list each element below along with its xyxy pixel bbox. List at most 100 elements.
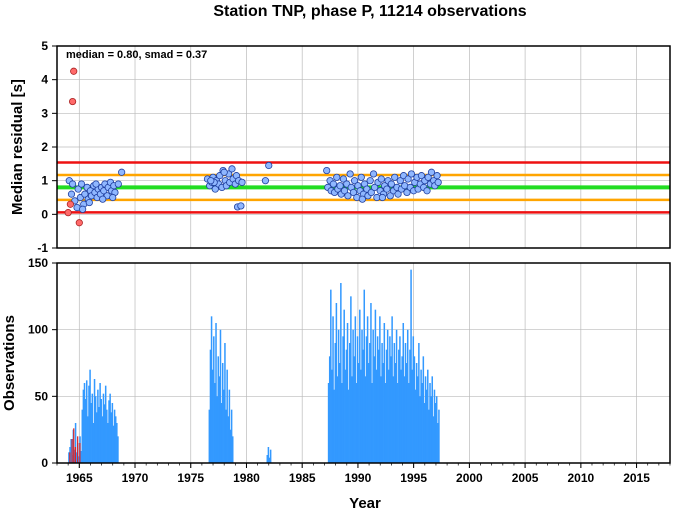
residual-frame — [56, 45, 671, 249]
observation-bar — [398, 349, 400, 463]
observation-bar — [431, 376, 434, 463]
observation-bar — [218, 376, 221, 463]
residual-point — [92, 180, 100, 188]
observation-bar — [215, 323, 217, 463]
observation-bar — [85, 380, 88, 463]
observation-bar — [393, 343, 396, 463]
x-tick-label: 1975 — [177, 471, 204, 485]
observation-bar — [88, 385, 90, 463]
residual-point — [74, 185, 82, 193]
observation-bar — [116, 423, 118, 463]
observation-bar — [422, 356, 425, 463]
outlier-point — [66, 200, 74, 208]
residual-point — [383, 185, 391, 193]
y-tick-label: 50 — [35, 389, 49, 403]
observation-bar — [211, 369, 214, 463]
observation-bar — [360, 369, 362, 463]
observation-bar — [338, 363, 341, 463]
observation-bar — [328, 356, 331, 463]
observations-y-label: Observations — [1, 315, 18, 411]
observation-bar — [350, 296, 352, 463]
residual-point — [261, 177, 270, 185]
observation-bar — [404, 343, 407, 463]
observation-bar — [266, 455, 269, 463]
y-tick-label: 3 — [41, 106, 48, 120]
observation-bar — [90, 403, 92, 463]
residual-point — [77, 180, 86, 188]
observation-bar — [89, 369, 91, 463]
residual-point — [386, 192, 394, 200]
residual-point — [346, 170, 354, 178]
residual-point — [396, 177, 404, 185]
observation-bar — [98, 407, 100, 463]
residual-point — [434, 178, 442, 186]
observation-bar — [409, 349, 411, 463]
observation-bar — [346, 323, 349, 463]
observation-bar — [399, 336, 401, 463]
observation-bar — [430, 396, 432, 463]
observation-bar — [331, 369, 333, 463]
observation-bar — [336, 376, 339, 463]
observation-bar — [434, 403, 437, 463]
observation-bar — [371, 383, 373, 463]
observation-bar — [405, 363, 408, 463]
residual-point — [114, 180, 122, 188]
x-tick-label: 1965 — [66, 471, 93, 485]
observation-bar — [395, 329, 398, 463]
x-tick-label: 1970 — [122, 471, 149, 485]
y-tick-label: -1 — [37, 241, 48, 255]
observation-bar — [221, 363, 224, 463]
observation-bar — [402, 323, 405, 463]
observation-bar — [366, 316, 369, 463]
observation-bar — [344, 369, 347, 463]
observation-bar — [377, 349, 380, 463]
observation-bar — [403, 376, 406, 463]
observation-bar — [380, 376, 382, 463]
observation-bar — [425, 389, 428, 463]
observation-bar — [342, 336, 344, 463]
residual-point — [378, 193, 387, 202]
observation-bar — [386, 329, 389, 463]
observation-bar — [359, 309, 361, 463]
observation-bar — [400, 369, 402, 463]
observation-bar — [267, 447, 270, 463]
observation-bar-low — [74, 447, 77, 463]
residual-panel: -1 0 1 2 3 4 5 median = 0.80, smad = 0.37 Medi… — [9, 39, 671, 255]
observation-bar — [406, 329, 409, 463]
observation-bar — [384, 383, 387, 463]
observation-bar — [104, 385, 107, 463]
observation-bar — [97, 389, 99, 463]
observation-bar — [394, 363, 397, 463]
observation-bar — [340, 283, 342, 463]
observation-bar — [418, 343, 420, 463]
residual-point — [109, 193, 117, 202]
observations-frame — [56, 262, 671, 464]
observation-bar — [396, 383, 399, 463]
observation-bar — [74, 423, 77, 463]
observation-bar-low — [71, 439, 73, 463]
residual-point — [407, 170, 416, 178]
observation-bar — [401, 356, 403, 463]
observation-bar — [228, 389, 231, 463]
observation-bar — [390, 356, 392, 463]
observation-bar-low — [79, 443, 81, 463]
residual-point — [404, 175, 412, 183]
observation-bar — [353, 356, 355, 463]
residual-point — [340, 187, 349, 195]
observation-bar — [112, 425, 115, 463]
observation-bars — [68, 269, 440, 463]
observation-bar — [333, 389, 335, 463]
x-tick-label: 2015 — [623, 471, 650, 485]
observation-bar — [413, 356, 416, 463]
observation-bar — [376, 336, 379, 463]
observation-bar — [347, 389, 350, 463]
y-tick-label: 1 — [41, 174, 48, 188]
y-tick-label: 150 — [28, 256, 48, 270]
observation-bar — [214, 383, 216, 463]
observation-bar — [354, 316, 357, 463]
residual-point — [366, 177, 374, 185]
x-tick-label: 2000 — [456, 471, 483, 485]
residual-y-label: Median residual [s] — [9, 79, 26, 215]
residual-point — [69, 180, 77, 188]
residual-point — [367, 188, 375, 197]
